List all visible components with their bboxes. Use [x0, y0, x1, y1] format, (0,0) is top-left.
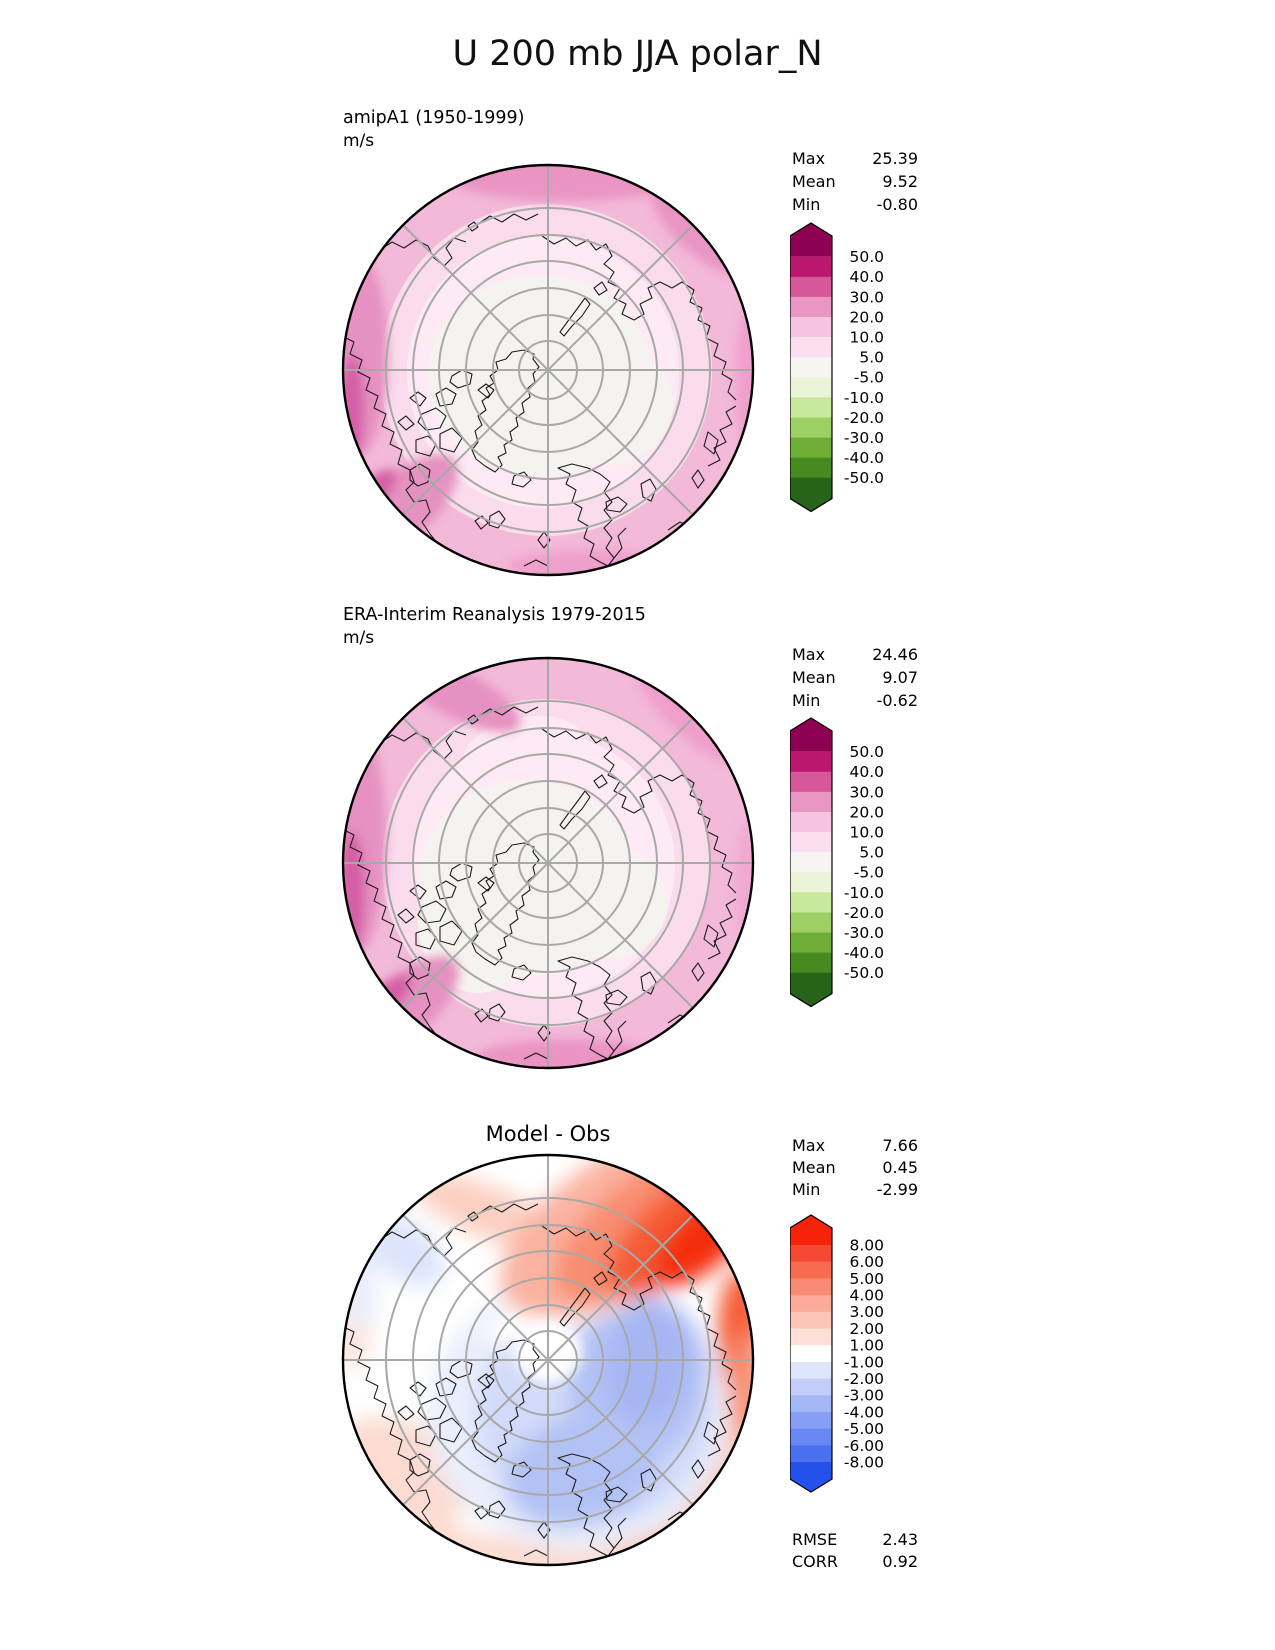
stat-row: Mean 0.45 — [792, 1157, 918, 1179]
svg-text:-30.0: -30.0 — [844, 924, 884, 942]
graticule-layer — [342, 657, 754, 1069]
stat-label: Min — [792, 195, 821, 214]
svg-text:3.00: 3.00 — [849, 1303, 884, 1321]
svg-text:-1.00: -1.00 — [844, 1353, 884, 1371]
svg-text:20.0: 20.0 — [849, 308, 884, 326]
metric-label: CORR — [792, 1552, 838, 1571]
metric-value: 0.92 — [882, 1552, 918, 1571]
stat-row: Max 7.66 — [792, 1135, 918, 1157]
svg-text:-50.0: -50.0 — [844, 964, 884, 982]
svg-text:-30.0: -30.0 — [844, 429, 884, 447]
svg-text:10.0: 10.0 — [849, 329, 884, 347]
graticule-layer — [342, 164, 754, 576]
stat-label: Max — [792, 1136, 826, 1155]
stats-panel2: Max 24.46 Mean 9.07 Min -0.62 — [792, 643, 918, 712]
svg-text:6.00: 6.00 — [849, 1253, 884, 1271]
svg-text:2.00: 2.00 — [849, 1320, 884, 1338]
svg-text:40.0: 40.0 — [849, 763, 884, 781]
svg-text:-6.00: -6.00 — [844, 1437, 884, 1455]
svg-text:20.0: 20.0 — [849, 803, 884, 821]
stat-value: 25.39 — [872, 149, 918, 168]
svg-text:-5.0: -5.0 — [854, 864, 884, 882]
stats-panel3: Max 7.66 Mean 0.45 Min -2.99 — [792, 1135, 918, 1201]
svg-text:-20.0: -20.0 — [844, 904, 884, 922]
svg-text:-5.0: -5.0 — [854, 369, 884, 387]
colorbar-model: 50.0 40.0 30.0 20.0 10.0 5.0 -5.0 -10.0 -20.0 -30… — [790, 222, 884, 513]
stat-row: Min -0.62 — [792, 689, 918, 712]
stat-label: Min — [792, 691, 821, 710]
svg-text:-3.00: -3.00 — [844, 1387, 884, 1405]
stat-value: 0.45 — [882, 1158, 918, 1177]
svg-text:-20.0: -20.0 — [844, 409, 884, 427]
metric-row: RMSE 2.43 — [792, 1529, 918, 1551]
panel2-units: m/s — [343, 628, 375, 648]
svg-text:10.0: 10.0 — [849, 824, 884, 842]
svg-text:40.0: 40.0 — [849, 268, 884, 286]
panel1-subtitle: amipA1 (1950-1999) — [343, 108, 525, 128]
stat-row: Mean 9.52 — [792, 170, 918, 193]
svg-text:-8.00: -8.00 — [844, 1454, 884, 1472]
svg-text:4.00: 4.00 — [849, 1287, 884, 1305]
stat-value: -0.80 — [876, 195, 918, 214]
metric-value: 2.43 — [882, 1530, 918, 1549]
stat-value: 9.07 — [882, 668, 918, 687]
figure-title: U 200 mb JJA polar_N — [452, 34, 823, 74]
stat-label: Max — [792, 149, 826, 168]
graticule-layer — [342, 1154, 754, 1566]
svg-text:-2.00: -2.00 — [844, 1370, 884, 1388]
map-obs-polar — [341, 656, 755, 1070]
svg-text:50.0: 50.0 — [849, 248, 884, 266]
metrics-panel3: RMSE 2.43 CORR 0.92 — [792, 1529, 918, 1573]
svg-text:-10.0: -10.0 — [844, 884, 884, 902]
panel2-subtitle: ERA-Interim Reanalysis 1979-2015 — [343, 605, 646, 625]
stat-row: Min -2.99 — [792, 1179, 918, 1201]
stat-label: Mean — [792, 1158, 836, 1177]
svg-text:30.0: 30.0 — [849, 783, 884, 801]
colorbar-diff: 8.006.005.004.003.002.001.00-1.00-2.00-3… — [790, 1214, 884, 1493]
stat-label: Mean — [792, 668, 836, 687]
metric-row: CORR 0.92 — [792, 1551, 918, 1573]
stat-value: 7.66 — [882, 1136, 918, 1155]
svg-text:30.0: 30.0 — [849, 288, 884, 306]
stat-label: Mean — [792, 172, 836, 191]
stat-row: Max 24.46 — [792, 643, 918, 666]
stat-label: Min — [792, 1180, 821, 1199]
stat-value: -0.62 — [876, 691, 918, 710]
stat-value: 24.46 — [872, 645, 918, 664]
svg-text:-40.0: -40.0 — [844, 449, 884, 467]
svg-text:-50.0: -50.0 — [844, 469, 884, 487]
map-diff-polar — [341, 1153, 755, 1567]
stat-value: 9.52 — [882, 172, 918, 191]
metric-label: RMSE — [792, 1530, 838, 1549]
svg-text:5.0: 5.0 — [859, 844, 884, 862]
map-model-polar — [341, 163, 755, 577]
svg-text:5.00: 5.00 — [849, 1270, 884, 1288]
stat-row: Max 25.39 — [792, 147, 918, 170]
svg-text:50.0: 50.0 — [849, 743, 884, 761]
colorbar-obs: 50.0 40.0 30.0 20.0 10.0 5.0 -5.0 -10.0 -20.0 -30… — [790, 717, 884, 1008]
svg-text:-10.0: -10.0 — [844, 389, 884, 407]
svg-text:-4.00: -4.00 — [844, 1403, 884, 1421]
stat-label: Max — [792, 645, 826, 664]
svg-text:-40.0: -40.0 — [844, 944, 884, 962]
panel3-title: Model - Obs — [485, 1122, 611, 1146]
stat-row: Mean 9.07 — [792, 666, 918, 689]
svg-text:5.0: 5.0 — [859, 349, 884, 367]
stats-panel1: Max 25.39 Mean 9.52 Min -0.80 — [792, 147, 918, 216]
stat-row: Min -0.80 — [792, 193, 918, 216]
svg-text:1.00: 1.00 — [849, 1337, 884, 1355]
panel1-units: m/s — [343, 131, 375, 151]
svg-text:-5.00: -5.00 — [844, 1420, 884, 1438]
svg-text:8.00: 8.00 — [849, 1236, 884, 1254]
stat-value: -2.99 — [876, 1180, 918, 1199]
